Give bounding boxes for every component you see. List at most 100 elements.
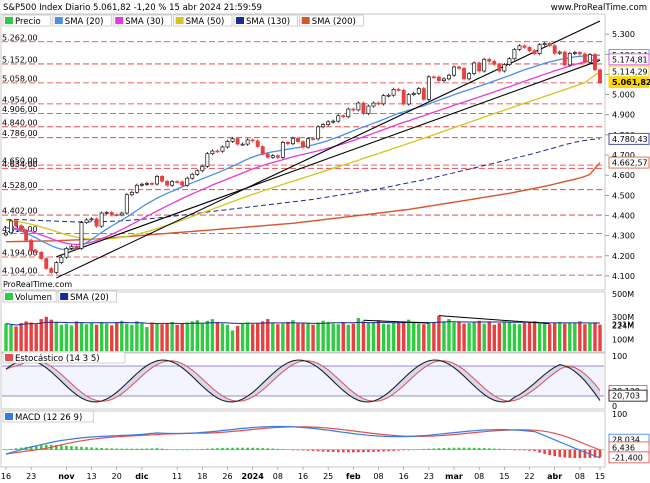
x-axis: 16 23 nov 13 20 dic 11 18 26 2024 08 16 25 feb 08 16 23 m…: [1, 467, 605, 481]
legend-label: SMA (30): [125, 17, 164, 27]
x-axis-label: 20: [112, 472, 122, 481]
macd-histogram-bar: [75, 446, 78, 450]
value-badge-label: 4.662,57: [612, 159, 648, 168]
candle-body: [275, 155, 280, 158]
site-url: www.ProRealTime.com: [551, 3, 647, 13]
volume-axis-label: 100M: [612, 336, 634, 345]
volume-bar: [220, 323, 225, 351]
candle-body: [124, 194, 129, 214]
volume-bar: [432, 322, 436, 351]
volume-bar: [417, 323, 421, 351]
x-axis-label: 23: [424, 472, 434, 481]
volume-bar: [547, 324, 552, 351]
macd-histogram-bar: [256, 447, 259, 450]
macd-histogram-bar: [9, 448, 13, 450]
volume-bar: [331, 323, 335, 351]
channel-lower-line: [56, 59, 601, 258]
volume-bar: [593, 323, 597, 351]
candle-body: [557, 51, 562, 54]
macd-histogram-bar: [14, 448, 18, 450]
volume-bar: [29, 322, 33, 351]
volume-bar: [170, 321, 174, 351]
volume-bar: [44, 316, 48, 351]
candle-body: [240, 143, 245, 146]
macd-histogram-bar: [477, 447, 481, 450]
volume-bar: [341, 322, 345, 351]
candle-body: [532, 50, 537, 55]
macd-histogram-bar: [160, 448, 164, 450]
value-badge-label: 5.174,81: [612, 55, 648, 64]
legend-item: [2, 410, 94, 423]
macd-axis-label: 6,436: [612, 443, 635, 452]
candle-body: [316, 126, 321, 140]
macd-histogram-bar: [427, 448, 431, 450]
candle-body: [59, 256, 64, 263]
volume-bar: [361, 321, 366, 351]
macd-histogram-bar: [568, 449, 572, 458]
candle-body: [311, 138, 316, 141]
volume-pane-frame: [0, 291, 606, 353]
candle-body: [265, 153, 270, 158]
candle-body: [79, 222, 84, 249]
candle-body: [492, 60, 497, 65]
level-label: 4.528,00: [2, 181, 38, 190]
stochastic-axis-label: 0: [612, 402, 617, 411]
volume-bar: [155, 323, 159, 351]
macd-histogram-bar: [558, 449, 562, 457]
legend-item: [233, 14, 299, 27]
candle-body: [396, 88, 401, 91]
value-badge: [608, 76, 650, 89]
value-badge-label: 4.780,43: [612, 135, 648, 144]
x-axis-label: feb: [346, 472, 361, 481]
candle-body: [537, 44, 542, 55]
sma200-line: [6, 162, 601, 243]
macd-histogram-bar: [492, 448, 496, 450]
stochastic-badge: [608, 389, 648, 402]
x-axis-label: abr: [547, 472, 562, 481]
volume-trend-line: [363, 319, 429, 324]
candle-body: [270, 155, 275, 158]
macd-histogram-bar: [301, 449, 305, 451]
macd-histogram-bar: [538, 449, 541, 453]
stochastic-band: [2, 366, 604, 396]
candle-body: [452, 66, 456, 76]
volume-bar: [235, 325, 240, 351]
macd-histogram-bar: [211, 448, 214, 450]
volume-bar: [396, 323, 401, 351]
level-label: 4.954,00: [2, 95, 38, 104]
candle-body: [517, 45, 522, 50]
x-axis-label: 08: [373, 472, 383, 481]
macd-histogram-bar: [246, 447, 249, 450]
candle-body: [351, 108, 356, 111]
macd-histogram-bar: [437, 448, 441, 450]
macd-histogram-bar: [231, 447, 234, 450]
legend-swatch: [54, 17, 63, 24]
volume-bar: [336, 324, 340, 351]
macd-histogram-bar: [241, 447, 244, 450]
volume-bar: [99, 321, 104, 351]
candle-body: [366, 105, 371, 114]
candle-body: [39, 251, 44, 259]
volume-bar: [558, 321, 562, 351]
candle-body: [562, 51, 567, 66]
candle-body: [502, 64, 507, 72]
candle-body: [74, 245, 79, 249]
volume-bar: [261, 321, 265, 351]
x-axis-label: 16: [1, 472, 11, 481]
price-axis-label: 4.900: [612, 111, 635, 120]
candle-body: [467, 73, 472, 80]
volume-bar: [185, 322, 189, 351]
volume-bar: [507, 322, 512, 351]
macd-histogram-bar: [432, 448, 436, 450]
macd-histogram-bar: [206, 448, 209, 450]
candle-body: [215, 150, 220, 153]
candle-body: [195, 170, 200, 175]
candle-body: [522, 45, 527, 48]
candle-body: [54, 262, 59, 273]
candle-body: [441, 78, 446, 82]
macd-histogram-bar: [326, 449, 330, 452]
legend-item: [173, 14, 233, 27]
macd-histogram-bar: [523, 449, 526, 451]
candle-body: [104, 212, 109, 214]
macd-histogram-bar: [362, 449, 365, 453]
